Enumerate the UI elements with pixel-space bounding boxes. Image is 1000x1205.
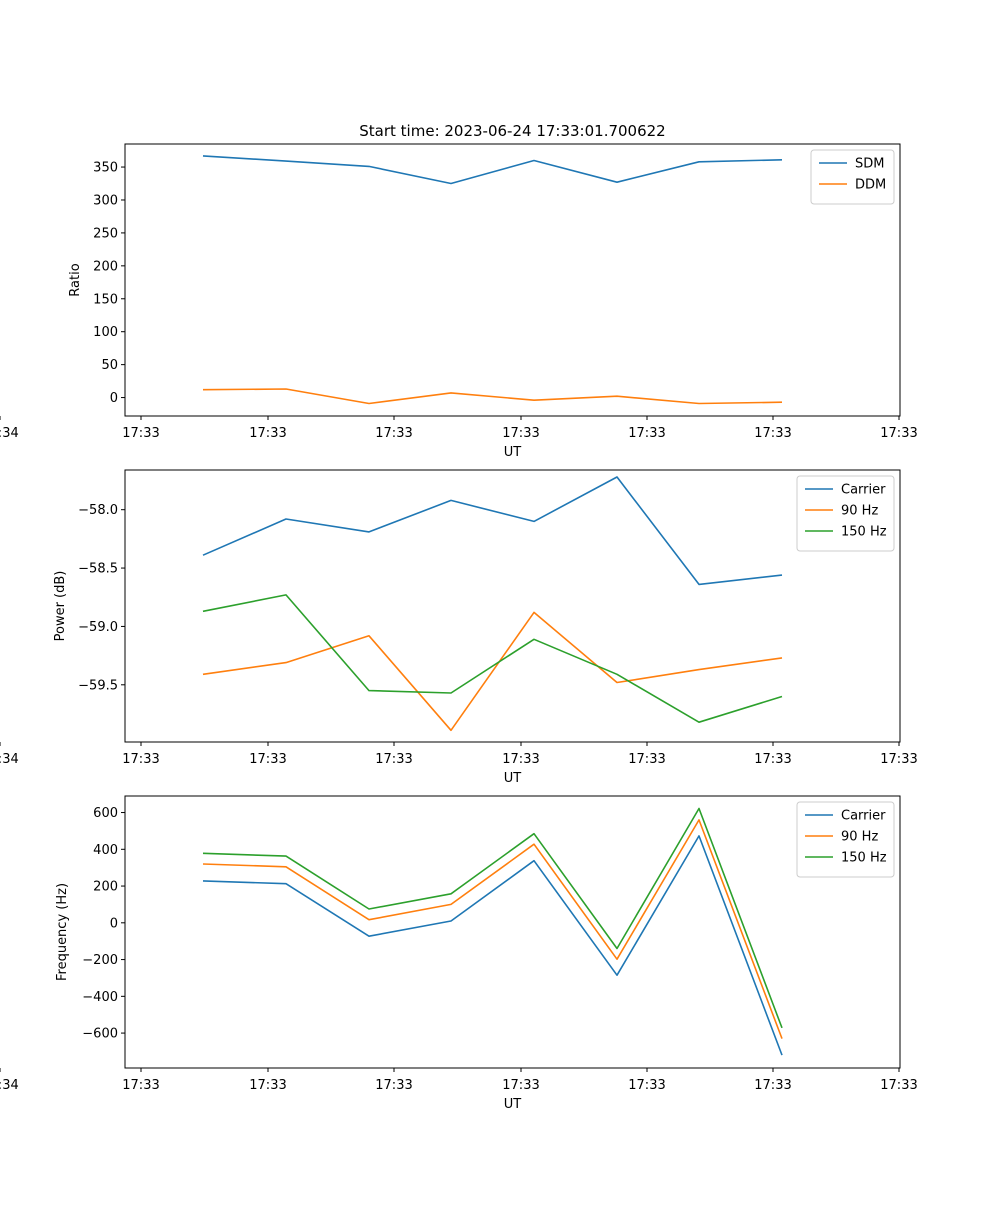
x-tick-label: 17:33	[122, 752, 159, 767]
legend-frame	[796, 475, 895, 552]
x-tick-label: 17:33	[249, 426, 286, 441]
x-tick-label: 17:33	[502, 1078, 539, 1093]
series-line-ddm	[202, 388, 783, 405]
y-tick-label: −59.0	[78, 620, 118, 635]
x-tick-label: 17:33	[628, 426, 665, 441]
series-line-90-hz	[202, 819, 783, 1039]
x-tick-label: 17:33	[375, 426, 412, 441]
x-tick-label: 17:33	[880, 752, 917, 767]
series-line-carrier	[202, 835, 783, 1056]
x-tick-label: 17:33	[502, 426, 539, 441]
y-tick-label: −200	[82, 953, 118, 968]
x-tick-label: 17:33	[754, 1078, 791, 1093]
x-tick-label: 17:33	[754, 752, 791, 767]
y-tick-label: −58.5	[78, 562, 118, 577]
x-tick-label: 17:33	[880, 426, 917, 441]
legend-label: 90 Hz	[841, 504, 878, 519]
chart-panel-2: 17:33 17:33 17:33 17:33 17:33 17:33 17:33 17:34…	[0, 469, 918, 786]
x-tick-label: 17:33	[375, 1078, 412, 1093]
y-tick-label: 0	[110, 916, 118, 931]
legend-label: DDM	[855, 178, 886, 193]
y-tick-label: 200	[93, 880, 118, 895]
y-tick-label: 150	[93, 292, 118, 307]
legend-label: 150 Hz	[841, 525, 887, 540]
series-line-carrier	[202, 476, 783, 586]
y-tick-label: 300	[93, 193, 118, 208]
axes-frame	[124, 795, 901, 1069]
x-tick-label: 17:33	[249, 752, 286, 767]
y-tick-label: 400	[93, 843, 118, 858]
y-tick-label: −600	[82, 1027, 118, 1042]
x-axis-label: UT	[504, 1097, 522, 1112]
x-tick-label: 17:34	[0, 752, 19, 767]
x-axis-label: UT	[504, 771, 522, 786]
legend-label: Carrier	[841, 809, 886, 824]
chart-panel-3: 17:33 17:33 17:33 17:33 17:33 17:33 17:33 17:34…	[0, 795, 918, 1112]
legend: SDM DDM	[810, 149, 895, 205]
legend-label: SDM	[855, 157, 884, 172]
x-tick-label: 17:33	[628, 1078, 665, 1093]
series-line-150-hz	[202, 594, 783, 724]
x-tick-label: 17:33	[502, 752, 539, 767]
series-line-150-hz	[202, 807, 783, 1029]
x-tick-label: 17:34	[0, 1078, 19, 1093]
chart-title: Start time: 2023-06-24 17:33:01.700622	[359, 122, 665, 140]
x-tick-label: 17:33	[628, 752, 665, 767]
y-axis-label: Frequency (Hz)	[55, 883, 70, 981]
x-axis-label: UT	[504, 445, 522, 460]
legend: Carrier 90 Hz 150 Hz	[796, 475, 895, 552]
y-tick-label: 350	[93, 161, 118, 176]
legend-frame	[796, 801, 895, 878]
y-tick-label: −58.0	[78, 503, 118, 518]
y-axis-label: Ratio	[68, 263, 83, 296]
x-tick-label: 17:34	[0, 426, 19, 441]
legend-label: Carrier	[841, 483, 886, 498]
y-tick-label: 0	[110, 391, 118, 406]
y-tick-label: 100	[93, 325, 118, 340]
y-tick-label: −400	[82, 990, 118, 1005]
y-tick-label: 200	[93, 259, 118, 274]
x-tick-label: 17:33	[880, 1078, 917, 1093]
y-tick-label: 600	[93, 806, 118, 821]
legend-label: 150 Hz	[841, 851, 887, 866]
x-tick-label: 17:33	[375, 752, 412, 767]
y-tick-label: 50	[101, 358, 118, 373]
x-tick-label: 17:33	[122, 1078, 159, 1093]
chart-panel-1: Start time: 2023-06-24 17:33:01.700622 17…	[0, 122, 918, 460]
y-axis-label: Power (dB)	[53, 571, 68, 642]
series-line-sdm	[202, 155, 783, 185]
y-tick-label: 250	[93, 226, 118, 241]
legend-label: 90 Hz	[841, 830, 878, 845]
x-tick-label: 17:33	[122, 426, 159, 441]
axes-frame	[124, 469, 901, 743]
axes-frame	[124, 143, 901, 417]
y-tick-label: −59.5	[78, 678, 118, 693]
legend: Carrier 90 Hz 150 Hz	[796, 801, 895, 878]
x-tick-label: 17:33	[249, 1078, 286, 1093]
x-tick-label: 17:33	[754, 426, 791, 441]
series-line-90-hz	[202, 611, 783, 732]
